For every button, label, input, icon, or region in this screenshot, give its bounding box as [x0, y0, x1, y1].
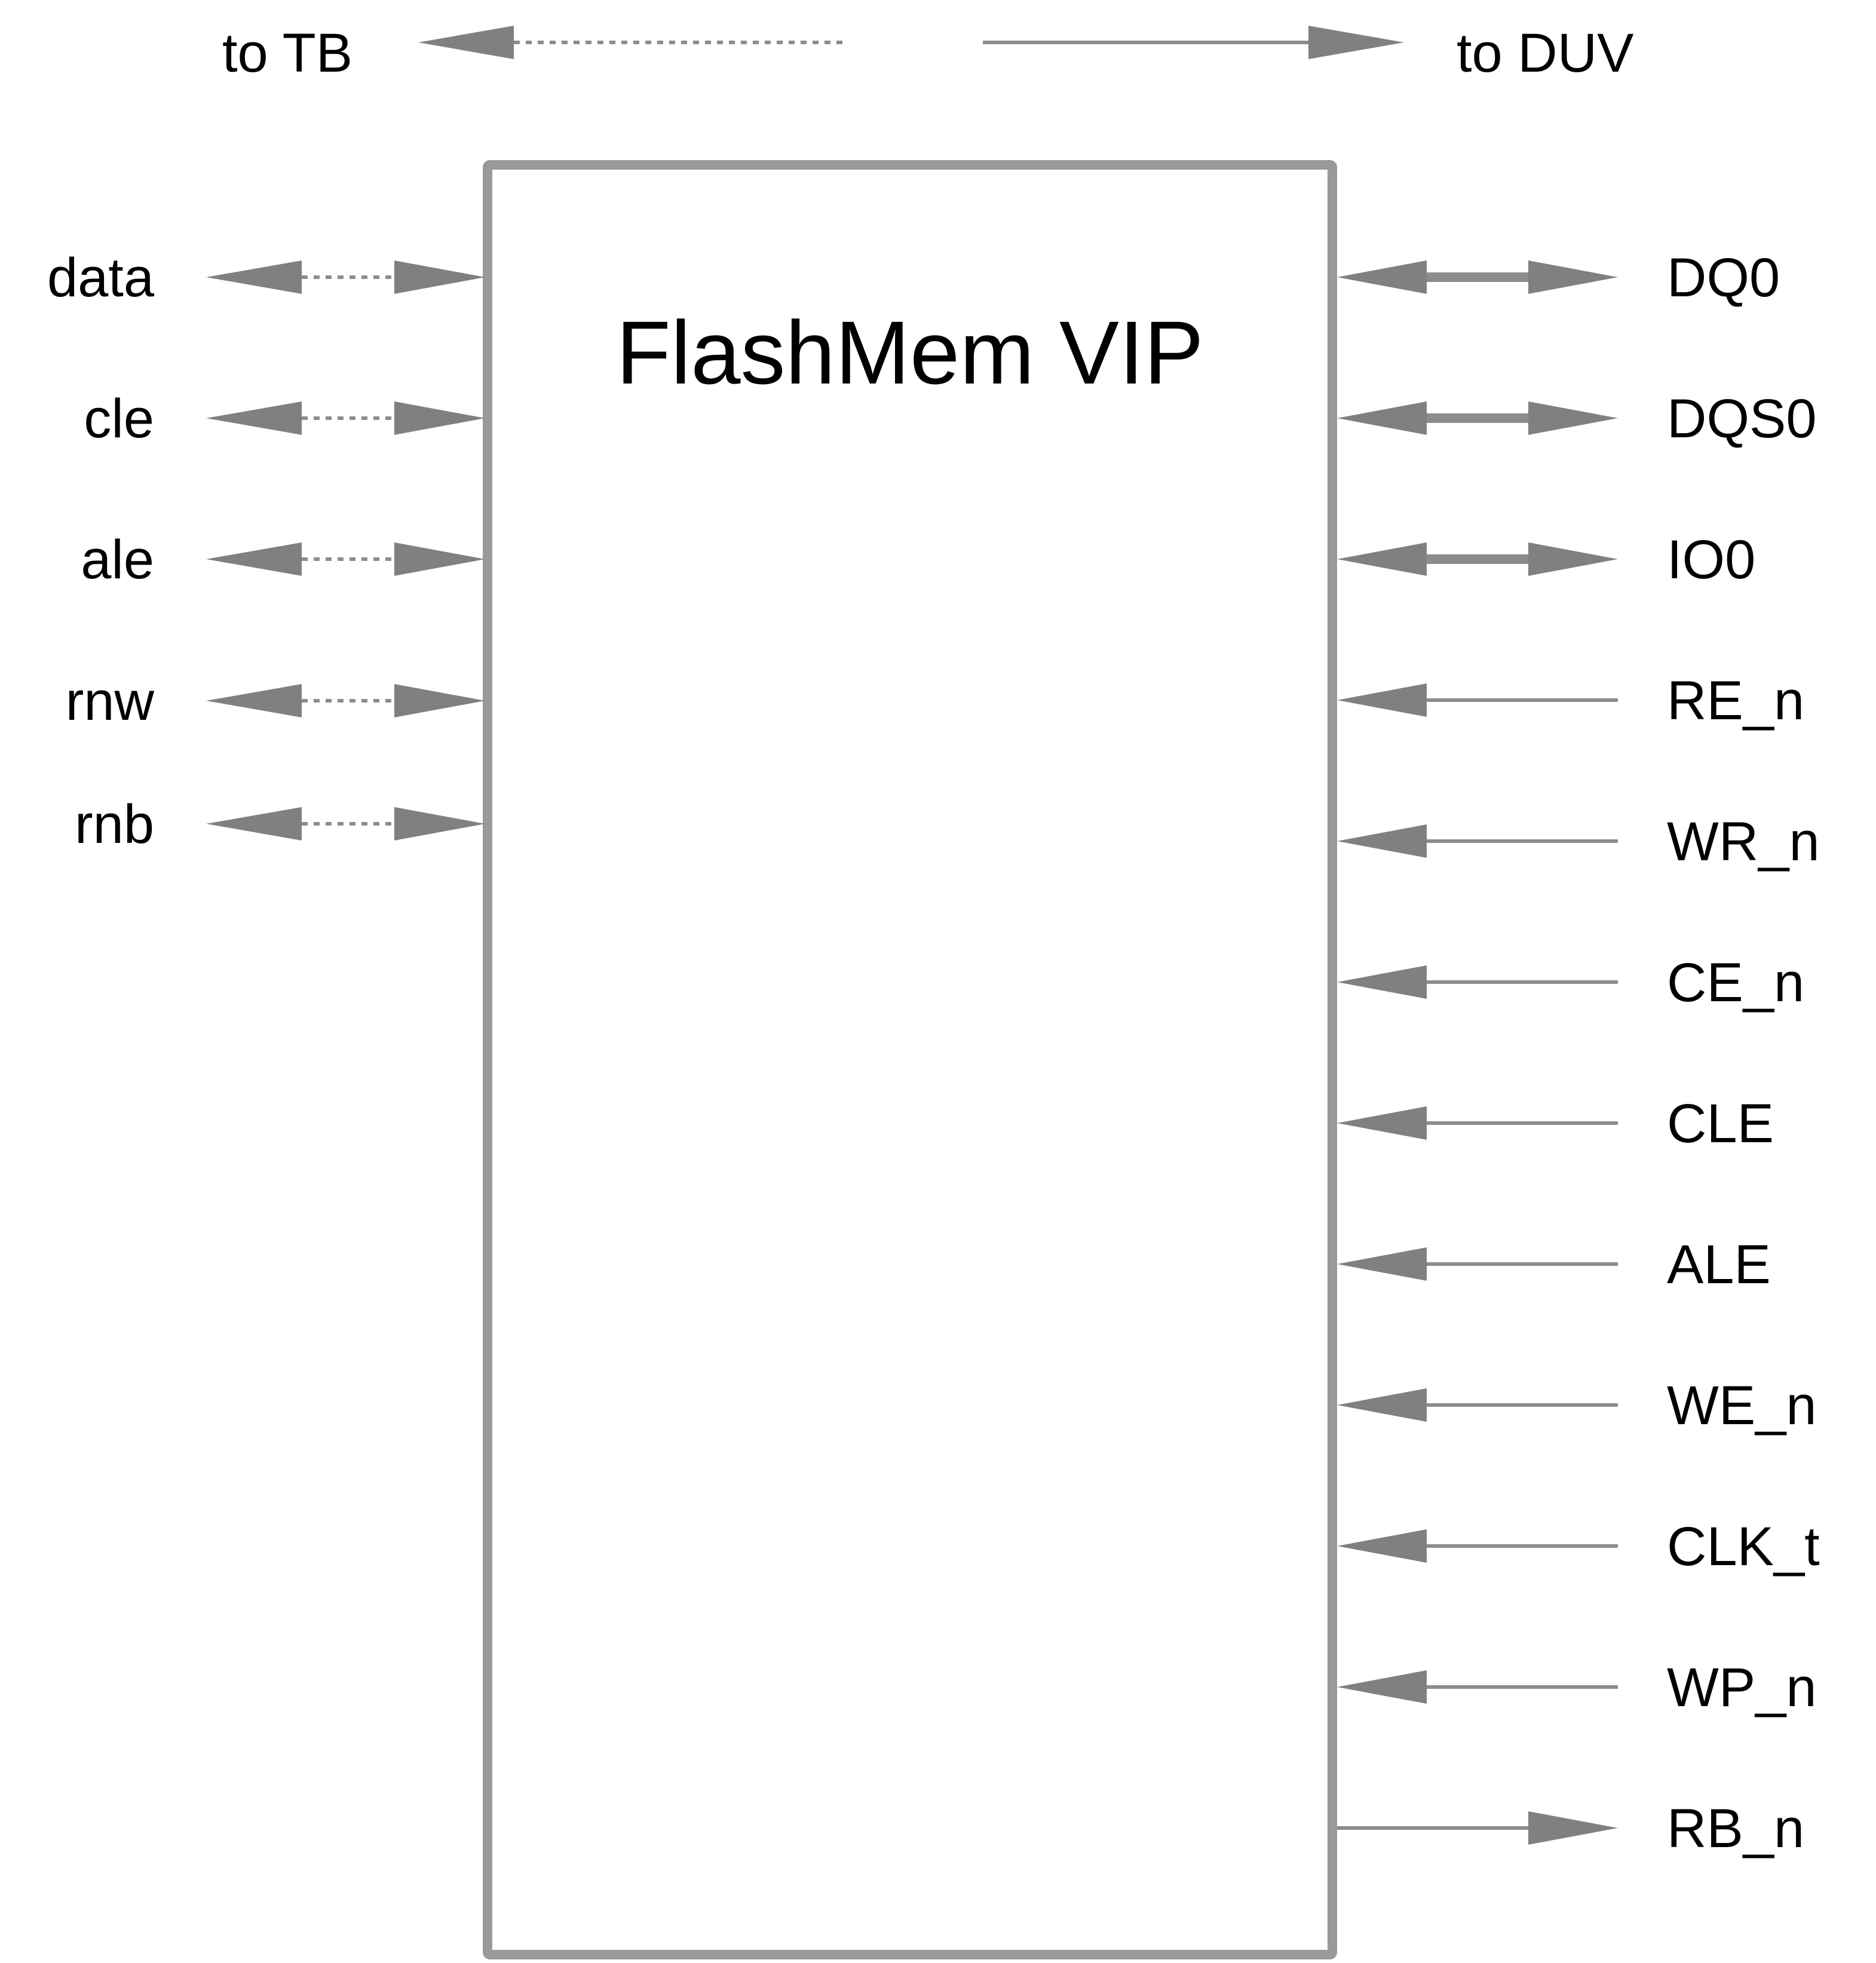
duv-signal-arrowhead-left — [1337, 965, 1427, 999]
legend: to TB to DUV — [222, 23, 1634, 84]
duv-signal-label: WR_n — [1667, 811, 1820, 872]
duv-signal-dq0: DQ0 — [1337, 247, 1780, 308]
tb-signal-label: rnb — [75, 794, 154, 855]
tb-signal-rnb: rnb — [75, 794, 485, 855]
duv-signals: DQ0 DQS0 IO0 RE_n WR_n CE_n CLE ALE WE_n CLK_t WP_… — [1337, 247, 1820, 1859]
block-outline — [483, 160, 1337, 1959]
duv-signal-label: CLE — [1667, 1093, 1774, 1154]
duv-signal-arrowhead-right — [1528, 260, 1618, 294]
tb-signal-arrowhead-left — [206, 807, 302, 841]
duv-signal-arrowhead-left — [1337, 401, 1427, 435]
duv-signal-label: WP_n — [1667, 1657, 1817, 1718]
tb-signal-arrowhead-left — [206, 401, 302, 435]
duv-signal-label: RE_n — [1667, 670, 1804, 731]
duv-signal-label: DQ0 — [1667, 247, 1780, 308]
legend-to-duv-label: to DUV — [1457, 23, 1634, 84]
duv-signal-cle: CLE — [1337, 1093, 1774, 1154]
duv-signal-we-n: WE_n — [1337, 1375, 1817, 1436]
duv-signal-ale: ALE — [1337, 1234, 1771, 1295]
duv-signal-arrowhead-left — [1337, 260, 1427, 294]
tb-signal-arrowhead-left — [206, 684, 302, 717]
duv-signal-arrowhead-left — [1337, 683, 1427, 717]
duv-signal-arrowhead-left — [1337, 1670, 1427, 1704]
duv-signal-label: CE_n — [1667, 952, 1804, 1013]
duv-signal-rb-n: RB_n — [1337, 1798, 1804, 1859]
duv-signal-arrowhead-right — [1528, 1811, 1618, 1845]
block-title: FlashMem VIP — [616, 302, 1204, 403]
tb-signal-arrowhead-left — [206, 542, 302, 576]
duv-signal-label: CLK_t — [1667, 1516, 1820, 1577]
tb-signal-arrowhead-right — [394, 401, 485, 435]
duv-signal-arrowhead-right — [1528, 401, 1618, 435]
duv-signal-arrowhead-left — [1337, 1247, 1427, 1281]
duv-signal-clk-t: CLK_t — [1337, 1516, 1820, 1577]
tb-signal-data: data — [47, 247, 485, 308]
legend-to-tb-arrowhead — [418, 26, 514, 59]
duv-signal-arrowhead-left — [1337, 1529, 1427, 1563]
tb-signal-label: data — [47, 247, 155, 308]
tb-signal-label: cle — [84, 388, 154, 449]
duv-signal-arrowhead-left — [1337, 824, 1427, 858]
duv-signal-io0: IO0 — [1337, 529, 1755, 590]
tb-signal-arrowhead-right — [394, 260, 485, 294]
flashmem-vip-block: FlashMem VIP — [483, 160, 1337, 1959]
duv-signal-arrowhead-left — [1337, 542, 1427, 576]
tb-signal-rnw: rnw — [66, 671, 485, 732]
tb-signal-arrowhead-left — [206, 260, 302, 294]
tb-signal-cle: cle — [84, 388, 485, 449]
legend-to-duv-arrowhead — [1308, 26, 1404, 59]
duv-signal-arrowhead-left — [1337, 1388, 1427, 1422]
duv-signal-arrowhead-left — [1337, 1106, 1427, 1140]
legend-to-tb-label: to TB — [222, 23, 352, 84]
duv-signal-label: IO0 — [1667, 529, 1755, 590]
tb-signal-label: ale — [81, 529, 154, 590]
tb-signals: data cle ale rnw rnb — [47, 247, 485, 855]
tb-signal-arrowhead-right — [394, 542, 485, 576]
duv-signal-ce-n: CE_n — [1337, 952, 1804, 1013]
tb-signal-ale: ale — [81, 529, 485, 590]
duv-signal-wr-n: WR_n — [1337, 811, 1820, 872]
duv-signal-re-n: RE_n — [1337, 670, 1804, 731]
duv-signal-arrowhead-right — [1528, 542, 1618, 576]
duv-signal-label: WE_n — [1667, 1375, 1817, 1436]
duv-signal-label: RB_n — [1667, 1798, 1804, 1859]
duv-signal-wp-n: WP_n — [1337, 1657, 1817, 1718]
tb-signal-label: rnw — [66, 671, 155, 732]
tb-signal-arrowhead-right — [394, 684, 485, 717]
duv-signal-label: ALE — [1667, 1234, 1771, 1295]
duv-signal-dqs0: DQS0 — [1337, 388, 1817, 449]
duv-signal-label: DQS0 — [1667, 388, 1817, 449]
tb-signal-arrowhead-right — [394, 807, 485, 841]
